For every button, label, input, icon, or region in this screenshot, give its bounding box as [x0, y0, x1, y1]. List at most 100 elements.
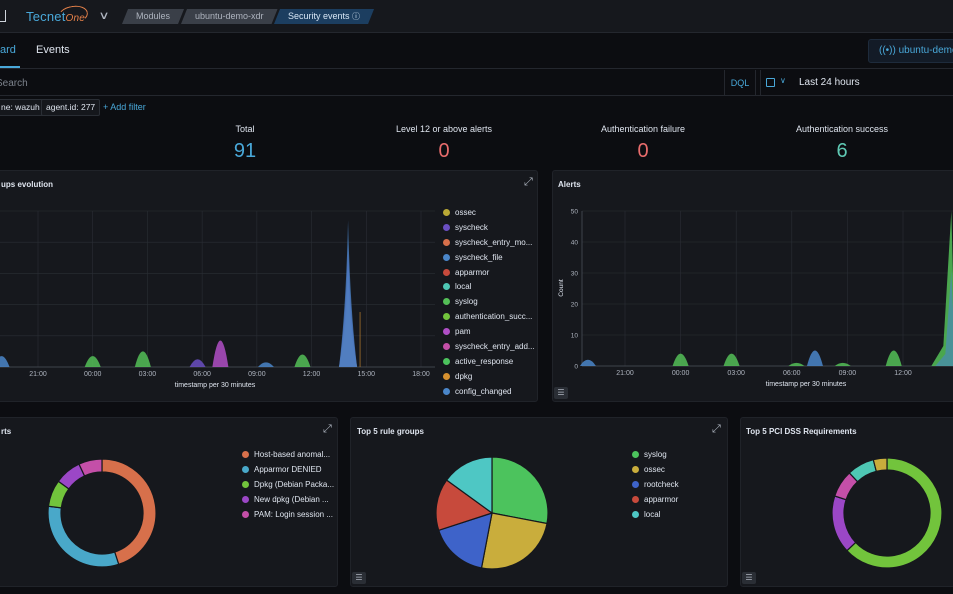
metric-auth-success-value[interactable]: 6 — [836, 140, 848, 162]
expand-icon[interactable]: ⤢ — [524, 176, 533, 188]
rule-groups-slice — [435, 479, 494, 532]
alerts-donut-legend-item[interactable]: Dpkg (Debian Packa... — [242, 477, 334, 492]
legend-label: New dpkg (Debian ... — [254, 494, 329, 504]
y-axis-label: Count — [558, 279, 565, 297]
x-tick-label: 00:00 — [672, 370, 690, 377]
breadcrumb-security-events[interactable]: Security events ⓘ — [274, 9, 374, 24]
list-icon[interactable]: ☰ — [554, 387, 568, 399]
alerts-donut-legend: Host-based anomal... Apparmor DENIED Dpkg … — [242, 447, 334, 521]
list-icon[interactable]: ☰ — [352, 572, 366, 584]
groups-evolution-legend-item[interactable]: pam — [443, 324, 535, 339]
expand-icon[interactable]: ⤢ — [323, 423, 332, 435]
y-tick-label: 50 — [571, 209, 579, 216]
groups-evolution-legend-item[interactable]: syscheck_entry_mo... — [443, 235, 535, 250]
metric-total-label: Total — [235, 124, 255, 134]
metric-auth-failure-value[interactable]: 0 — [637, 140, 649, 162]
panel-title: ups evolution — [1, 180, 53, 189]
app-logo[interactable]: TecnetOne — [26, 9, 85, 24]
home-icon[interactable] — [0, 10, 6, 22]
tab-events[interactable]: Events — [36, 44, 70, 56]
groups-evolution-legend-item[interactable]: syslog — [443, 294, 535, 309]
alerts-donut-legend-item[interactable]: Apparmor DENIED — [242, 462, 334, 477]
rule-groups-legend-item[interactable]: syslog — [632, 447, 679, 462]
legend-label: local — [644, 509, 661, 519]
tab-dashboard[interactable]: ard — [0, 44, 16, 56]
breadcrumb-modules[interactable]: Modules — [122, 9, 184, 24]
area-peak — [84, 356, 101, 367]
date-picker[interactable]: ∨ Last 24 hours — [760, 70, 953, 96]
rule-groups-legend-item[interactable]: rootcheck — [632, 477, 679, 492]
date-range-label[interactable]: Last 24 hours — [799, 77, 860, 88]
area-peak — [672, 353, 689, 366]
metric-auth-failure-label: Authentication failure — [600, 124, 686, 134]
metric-auth-failure[interactable]: Authentication failure 0 — [543, 124, 743, 163]
rule-groups-legend-item[interactable]: local — [632, 507, 679, 522]
chevron-down-icon[interactable]: ∨ — [98, 10, 110, 22]
alerts-donut-legend-item[interactable]: Host-based anomal... — [242, 447, 334, 462]
area-peak — [212, 340, 229, 367]
alerts-donut-legend-item[interactable]: PAM: Login session ... — [242, 507, 334, 522]
area-peak — [257, 362, 274, 367]
panel-top5-rule-groups: Top 5 rule groups ⤢ syslog ossec rootcheck… — [350, 417, 728, 587]
x-tick-label: 03:00 — [727, 370, 745, 377]
area-peak — [294, 354, 311, 367]
rule-groups-legend-item[interactable]: apparmor — [632, 492, 679, 507]
alerts-chart: 0 10 20 30 40 50 21:00 00:00 03:00 06:00 09:00 12:0… — [558, 209, 953, 388]
metric-total-value[interactable]: 91 — [233, 140, 257, 162]
legend-color-dot — [632, 480, 639, 488]
alerts-donut-slice — [47, 505, 120, 568]
legend-label: rootcheck — [644, 479, 679, 489]
groups-evolution-legend-item[interactable]: syscheck_file — [443, 250, 535, 265]
groups-evolution-legend-item[interactable]: dpkg — [443, 369, 535, 384]
y-tick-label: 30 — [571, 271, 579, 278]
top5-rule-groups-legend: syslog ossec rootcheck apparmor local — [632, 447, 679, 521]
x-tick-label: 21:00 — [29, 371, 47, 378]
rule-groups-slice — [437, 512, 493, 569]
breadcrumb-agent[interactable]: ubuntu-demo-xdr — [181, 9, 278, 24]
filter-pill-agent-id[interactable]: agent.id: 277 — [41, 99, 101, 116]
calendar-icon[interactable] — [766, 78, 775, 87]
legend-label: syslog — [644, 449, 667, 459]
add-filter-link[interactable]: + Add filter — [103, 102, 146, 112]
filter-pill-manager[interactable]: ne: wazuh — [0, 99, 45, 116]
metric-total[interactable]: Total 91 — [145, 124, 345, 163]
dql-toggle[interactable]: DQL — [724, 70, 756, 96]
metric-level12[interactable]: Level 12 or above alerts 0 — [344, 124, 544, 163]
groups-evolution-legend-item[interactable]: apparmor — [443, 265, 535, 280]
groups-evolution-legend-item[interactable]: ossec — [443, 205, 535, 220]
legend-color-dot — [443, 387, 450, 395]
groups-evolution-legend-item[interactable]: active_response — [443, 354, 535, 369]
area-peak — [834, 362, 851, 366]
metric-auth-success[interactable]: Authentication success 6 — [742, 124, 942, 163]
alerts-donut-legend-item[interactable]: New dpkg (Debian ... — [242, 492, 334, 507]
expand-icon[interactable]: ⤢ — [712, 423, 721, 435]
legend-label: syscheck_entry_mo... — [455, 237, 533, 247]
legend-color-dot — [242, 450, 249, 458]
legend-label: dpkg — [455, 371, 473, 381]
legend-color-dot — [242, 495, 249, 503]
y-tick-label: 20 — [571, 302, 579, 309]
y-tick-label: 0 — [574, 364, 578, 371]
groups-evolution-legend-item[interactable]: local — [443, 279, 535, 294]
rule-groups-slice — [445, 456, 493, 515]
logo-accent-text: One — [65, 13, 86, 24]
panel-title: Top 5 PCI DSS Requirements — [746, 427, 857, 436]
x-tick-label: 12:00 — [303, 371, 321, 378]
chevron-down-icon[interactable]: ∨ — [780, 76, 786, 85]
rule-groups-legend-item[interactable]: ossec — [632, 462, 679, 477]
legend-color-dot — [632, 510, 639, 518]
area-peak — [579, 359, 596, 366]
search-input[interactable] — [0, 73, 723, 93]
agent-badge[interactable]: ((•)) ubuntu-demo — [868, 39, 953, 63]
legend-label: config_changed — [455, 386, 512, 396]
groups-evolution-legend-item[interactable]: config_changed — [443, 384, 535, 399]
legend-color-dot — [632, 465, 639, 473]
groups-evolution-legend-item[interactable]: syscheck_entry_add... — [443, 339, 535, 354]
groups-evolution-legend-item[interactable]: syscheck — [443, 220, 535, 235]
panel-title: rts — [1, 427, 12, 436]
list-icon[interactable]: ☰ — [742, 572, 756, 584]
groups-evolution-legend-item[interactable]: authentication_succ... — [443, 309, 535, 324]
logo-text: Tecnet — [26, 9, 66, 24]
legend-label: syscheck_entry_add... — [455, 341, 535, 351]
metric-level12-value[interactable]: 0 — [438, 140, 450, 162]
